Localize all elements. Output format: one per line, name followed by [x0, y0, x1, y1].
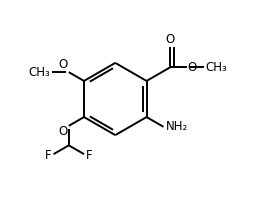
- Text: CH₃: CH₃: [205, 61, 227, 74]
- Text: O: O: [59, 58, 68, 71]
- Text: O: O: [188, 61, 197, 74]
- Text: NH₂: NH₂: [165, 120, 188, 133]
- Text: F: F: [86, 149, 93, 162]
- Text: O: O: [166, 33, 175, 46]
- Text: F: F: [45, 149, 52, 162]
- Text: CH₃: CH₃: [28, 66, 50, 79]
- Text: O: O: [59, 125, 68, 138]
